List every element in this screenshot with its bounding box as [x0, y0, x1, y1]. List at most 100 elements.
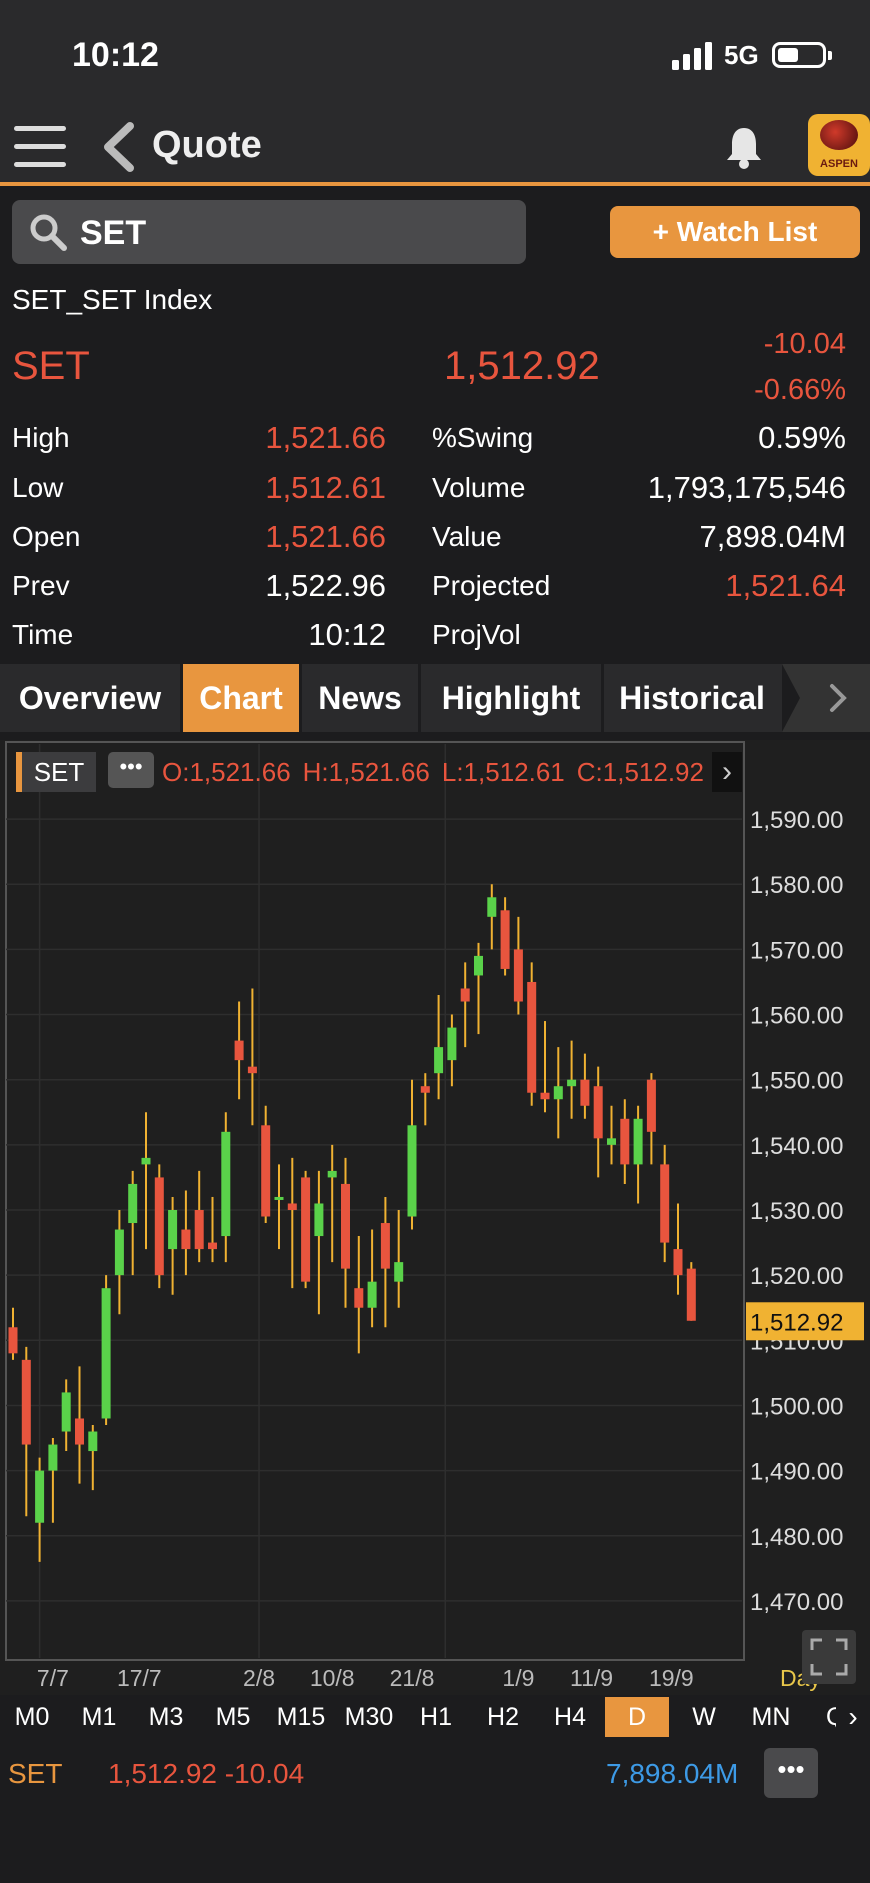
- stat-label-value: Value: [432, 521, 502, 552]
- timeframe-m30[interactable]: M30: [344, 1703, 394, 1731]
- candle-body: [500, 910, 510, 969]
- candle-body: [194, 1210, 204, 1250]
- timeframe-mn[interactable]: MN: [751, 1703, 791, 1731]
- candle-body: [660, 1164, 670, 1243]
- stat-value-high: 1,521.66: [265, 420, 386, 455]
- percent-change: -0.66%: [754, 374, 846, 406]
- tab-chart[interactable]: Chart: [183, 664, 299, 732]
- stat-value-open: 1,521.66: [265, 519, 386, 554]
- timeframe-w[interactable]: W: [692, 1703, 716, 1731]
- stat-value-prev: 1,522.96: [265, 568, 386, 603]
- x-tick-label: 17/7: [117, 1665, 162, 1691]
- candle-body: [75, 1418, 84, 1445]
- candle: [314, 1170, 324, 1315]
- bottom-ticker-bar: SET 1,512.92 -10.04 7,898.04M •••: [0, 1740, 870, 1810]
- timeframe-h4[interactable]: H4: [554, 1703, 586, 1731]
- ohlc-open: O:1,521.66: [162, 757, 291, 787]
- timeframe-m5[interactable]: M5: [215, 1703, 251, 1731]
- candle-body: [620, 1118, 630, 1165]
- stat-label-projvol: ProjVol: [432, 619, 521, 650]
- expand-icon[interactable]: [802, 1630, 856, 1684]
- candle-body: [48, 1444, 58, 1471]
- menu-icon[interactable]: [14, 126, 66, 168]
- timeframe-m1[interactable]: M1: [81, 1703, 117, 1731]
- timeframe-scroll-right-icon[interactable]: ›: [848, 1701, 858, 1732]
- candle: [567, 1040, 577, 1119]
- candle: [181, 1190, 191, 1276]
- candle: [221, 1112, 231, 1263]
- tab-news[interactable]: News: [318, 680, 402, 716]
- candle: [460, 962, 470, 1048]
- timeframe-m15[interactable]: M15: [276, 1703, 326, 1731]
- timeframe-h1[interactable]: H1: [420, 1703, 452, 1731]
- chevron-right-icon[interactable]: ›: [712, 752, 742, 792]
- candle: [593, 1066, 603, 1178]
- stat-label-swing: %Swing: [432, 422, 534, 453]
- back-chevron-icon[interactable]: [100, 122, 136, 172]
- y-tick-label: 1,520.00: [750, 1263, 843, 1290]
- ohlc-low: L:1,512.61: [441, 757, 565, 787]
- candle: [208, 1196, 217, 1263]
- aspen-logo[interactable]: ASPEN: [808, 114, 870, 176]
- candle-body: [141, 1157, 151, 1165]
- candle: [500, 897, 510, 976]
- candle-body: [607, 1138, 616, 1145]
- candle: [407, 1079, 417, 1230]
- last-price-marker: [746, 1302, 864, 1341]
- candle: [61, 1379, 71, 1452]
- candlestick-chart[interactable]: 1,590.00 1,580.00 1,570.00 1,560.00 1,550.00…: [0, 740, 870, 1695]
- tab-highlight[interactable]: Highlight: [441, 680, 581, 716]
- candle-body: [540, 1092, 550, 1100]
- timeframe-h2[interactable]: H2: [487, 1703, 519, 1731]
- x-tick-label: 19/9: [649, 1665, 694, 1691]
- candle-body: [474, 955, 483, 976]
- candle: [620, 1099, 630, 1184]
- stat-value-time: 10:12: [308, 617, 386, 652]
- timeframe-d[interactable]: D: [605, 1697, 669, 1737]
- candle: [35, 1457, 45, 1562]
- quote-tabs: Overview Chart News Highlight Historical: [0, 664, 870, 732]
- chart-symbol-chip[interactable]: SET: [16, 752, 96, 792]
- price-chart[interactable]: 1,590.00 1,580.00 1,570.00 1,560.00 1,550.00…: [0, 740, 870, 1695]
- candle: [380, 1196, 390, 1328]
- timeframe-q[interactable]: Q: [826, 1703, 836, 1731]
- candle: [527, 962, 537, 1106]
- stat-label-prev: Prev: [12, 570, 70, 601]
- candle-body: [513, 949, 523, 1002]
- candle: [367, 1229, 377, 1328]
- candle: [8, 1307, 18, 1360]
- candle-body: [21, 1359, 31, 1445]
- symbol-search-input[interactable]: SET: [12, 200, 526, 264]
- candle: [48, 1438, 58, 1523]
- timeframe-m3[interactable]: M3: [148, 1703, 184, 1731]
- bell-icon[interactable]: [724, 124, 764, 170]
- x-tick-label: 1/9: [502, 1665, 534, 1691]
- tab-historical[interactable]: Historical: [619, 680, 765, 716]
- chart-options-button[interactable]: •••: [108, 752, 154, 788]
- ohlc-close: C:1,512.92: [576, 757, 704, 787]
- candle-body: [380, 1223, 390, 1269]
- y-tick-label: 1,550.00: [750, 1068, 843, 1095]
- candle-body: [301, 1177, 311, 1282]
- candle-body: [420, 1086, 430, 1093]
- stat-label-time: Time: [12, 619, 74, 650]
- add-watchlist-button[interactable]: + Watch List: [610, 206, 860, 258]
- candle-body: [367, 1281, 377, 1308]
- candle: [420, 1073, 430, 1126]
- stat-value-swing: 0.59%: [758, 420, 846, 455]
- last-price: 1,512.92: [444, 344, 600, 388]
- x-tick-label: 7/7: [37, 1665, 69, 1691]
- candle-body: [327, 1170, 337, 1178]
- ohlc-high: H:1,521.66: [302, 757, 430, 787]
- tab-overview[interactable]: Overview: [18, 680, 162, 716]
- tabs-scroll-right-icon[interactable]: [782, 664, 870, 732]
- ticker-more-button[interactable]: •••: [764, 1748, 818, 1798]
- candle-body: [487, 897, 497, 917]
- candle-body: [261, 1125, 271, 1217]
- stat-value-low: 1,512.61: [265, 470, 386, 505]
- timeframe-m0[interactable]: M0: [14, 1703, 50, 1731]
- candle-body: [314, 1203, 324, 1237]
- ticker-symbol[interactable]: SET: [8, 1758, 63, 1789]
- candle: [474, 942, 483, 1035]
- y-tick-label: 1,490.00: [750, 1459, 843, 1486]
